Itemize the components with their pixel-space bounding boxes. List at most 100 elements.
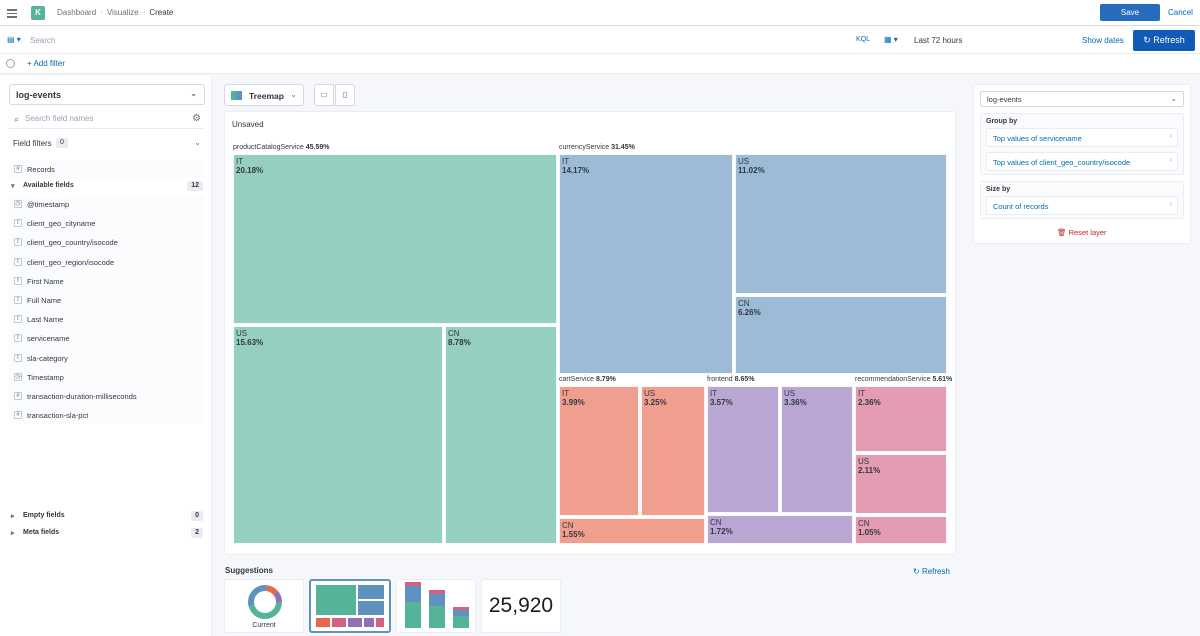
treemap-cell[interactable] — [855, 516, 947, 544]
treemap-cell-label: CN 6.26% — [738, 299, 761, 317]
search-input[interactable] — [30, 31, 850, 49]
field-item[interactable]: t servicename — [9, 329, 205, 349]
treemap-cell[interactable] — [559, 386, 639, 516]
cell-country: US — [784, 389, 796, 398]
suggestion-metric[interactable]: 25,920 — [481, 579, 561, 633]
layer-index-select[interactable]: log-events ⌄ — [980, 91, 1184, 107]
treemap-cell[interactable] — [707, 386, 779, 513]
empty-fields-label: Empty fields — [23, 512, 65, 519]
field-item[interactable]: t client_geo_country/isocode — [9, 233, 205, 253]
string-field-icon: t — [14, 295, 22, 304]
gear-icon[interactable]: ⚙ — [192, 113, 201, 124]
string-field-icon: t — [14, 315, 22, 324]
empty-fields-header[interactable]: ▸ Empty fields 0 — [9, 508, 205, 525]
cell-country: CN — [710, 518, 722, 527]
treemap-group-title: currencyService 31.45% — [559, 144, 635, 151]
treemap-cell[interactable] — [559, 154, 733, 374]
field-search-input[interactable] — [25, 114, 185, 123]
treemap-cell[interactable] — [233, 326, 443, 544]
size-by-label: Size by — [986, 186, 1011, 193]
treemap-chart[interactable]: productCatalogService 45.59% IT 20.18% US … — [233, 144, 952, 548]
cell-percent: 3.57% — [710, 398, 733, 407]
suggestion-stacked-bar[interactable] — [396, 579, 476, 633]
field-name: client_geo_cityname — [27, 219, 96, 229]
chart-type-switcher[interactable]: Treemap ⌄ — [224, 84, 304, 106]
cell-percent: 1.05% — [858, 528, 881, 537]
app-logo[interactable]: K — [31, 6, 45, 20]
refresh-button[interactable]: ↻ Refresh — [1133, 30, 1195, 51]
field-item[interactable]: # transaction-duration-milliseconds — [9, 386, 205, 407]
treemap-cell[interactable] — [559, 518, 705, 544]
cell-country: IT — [562, 157, 569, 166]
metric-value: 25,920 — [488, 594, 554, 617]
query-language-toggle[interactable]: KQL — [856, 36, 871, 43]
treemap-cell[interactable] — [707, 515, 853, 544]
treemap-cell[interactable] — [233, 154, 557, 324]
field-item[interactable]: t First Name — [9, 271, 205, 291]
suggestion-current[interactable]: Current — [224, 579, 304, 633]
field-item[interactable]: ◷ @timestamp — [9, 195, 205, 215]
field-item[interactable]: t sla-category — [9, 348, 205, 368]
records-field[interactable]: # Records — [9, 160, 205, 180]
treemap-cell-label: US 3.36% — [784, 389, 807, 407]
chevron-down-icon: ⌄ — [290, 90, 297, 99]
string-field-icon: t — [14, 353, 22, 362]
meta-fields-header[interactable]: ▸ Meta fields 2 — [9, 525, 205, 542]
treemap-cell[interactable] — [735, 296, 947, 374]
treemap-cell[interactable] — [781, 386, 853, 513]
suggestions-title: Suggestions — [225, 566, 274, 575]
field-item[interactable]: t client_geo_cityname — [9, 214, 205, 234]
reset-layer-button[interactable]: 🗑 Reset layer — [1057, 228, 1107, 237]
show-dates-link[interactable]: Show dates — [1082, 36, 1124, 45]
dimension-label: Count of records — [993, 202, 1049, 211]
calendar-icon: ◷ — [14, 372, 22, 381]
add-filter-button[interactable]: + Add filter — [27, 59, 66, 68]
index-pattern-select[interactable]: log-events ⌄ — [9, 84, 205, 105]
group-name: frontend — [707, 376, 733, 383]
display-options-icon[interactable]: ▯ — [335, 84, 355, 106]
hamburger-menu-icon[interactable] — [6, 7, 18, 19]
meta-fields-count: 2 — [191, 528, 203, 538]
field-item[interactable]: t Last Name — [9, 310, 205, 330]
treemap-cell[interactable] — [445, 326, 557, 544]
field-item[interactable]: t client_geo_region/isocode — [9, 252, 205, 272]
chart-type-label: Treemap — [249, 91, 284, 101]
cell-country: US — [644, 389, 656, 398]
chevron-right-icon: ▸ — [11, 513, 15, 520]
group-percent: 31.45% — [611, 144, 635, 151]
treemap-cell[interactable] — [641, 386, 705, 516]
breadcrumb-separator: · — [100, 8, 103, 17]
bar-chart-thumbnail-icon — [405, 582, 469, 628]
available-fields-header[interactable]: ▾ Available fields 12 — [9, 178, 205, 195]
cell-percent: 14.17% — [562, 166, 590, 175]
cell-percent: 6.26% — [738, 308, 761, 317]
saved-query-menu-icon[interactable]: ▤ ▾ — [7, 35, 21, 44]
breadcrumb-visualize[interactable]: Visualize — [106, 8, 139, 17]
cancel-link[interactable]: Cancel — [1168, 8, 1193, 17]
suggestions-refresh-button[interactable]: ↻ Refresh — [913, 567, 950, 576]
group-by-label: Group by — [986, 118, 1018, 125]
group-by-dimension-country[interactable]: Top values of client_geo_country/isocode… — [986, 152, 1178, 171]
field-item[interactable]: # transaction-sla-pct — [9, 406, 205, 426]
field-item[interactable]: t Full Name — [9, 290, 205, 311]
group-by-dimension-servicename[interactable]: Top values of servicename › — [986, 128, 1178, 147]
suggestion-current-label: Current — [252, 622, 276, 629]
size-by-dimension[interactable]: Count of records › — [986, 196, 1178, 215]
field-item[interactable]: ◷ Timestamp — [9, 367, 205, 387]
treemap-cell[interactable] — [855, 386, 947, 452]
donut-thumbnail-icon — [248, 585, 282, 619]
field-name: servicename — [27, 334, 70, 344]
number-field-icon: # — [14, 165, 22, 173]
filter-options-icon[interactable] — [6, 59, 15, 68]
date-range-text[interactable]: Last 72 hours — [914, 36, 963, 45]
legend-settings-icon[interactable]: ▭ — [314, 84, 334, 106]
field-filters-toggle[interactable]: Field filters 0 ⌄ — [9, 135, 205, 152]
breadcrumb-dashboard[interactable]: Dashboard — [57, 8, 97, 17]
calendar-icon[interactable]: ▦ ▾ — [884, 35, 898, 44]
treemap-cell[interactable] — [855, 454, 947, 514]
treemap-cell[interactable] — [735, 154, 947, 294]
suggestion-treemap[interactable] — [309, 579, 391, 633]
string-field-icon: t — [14, 257, 22, 266]
treemap-cell-label: CN 8.78% — [448, 329, 471, 347]
save-button[interactable]: Save — [1100, 4, 1160, 21]
